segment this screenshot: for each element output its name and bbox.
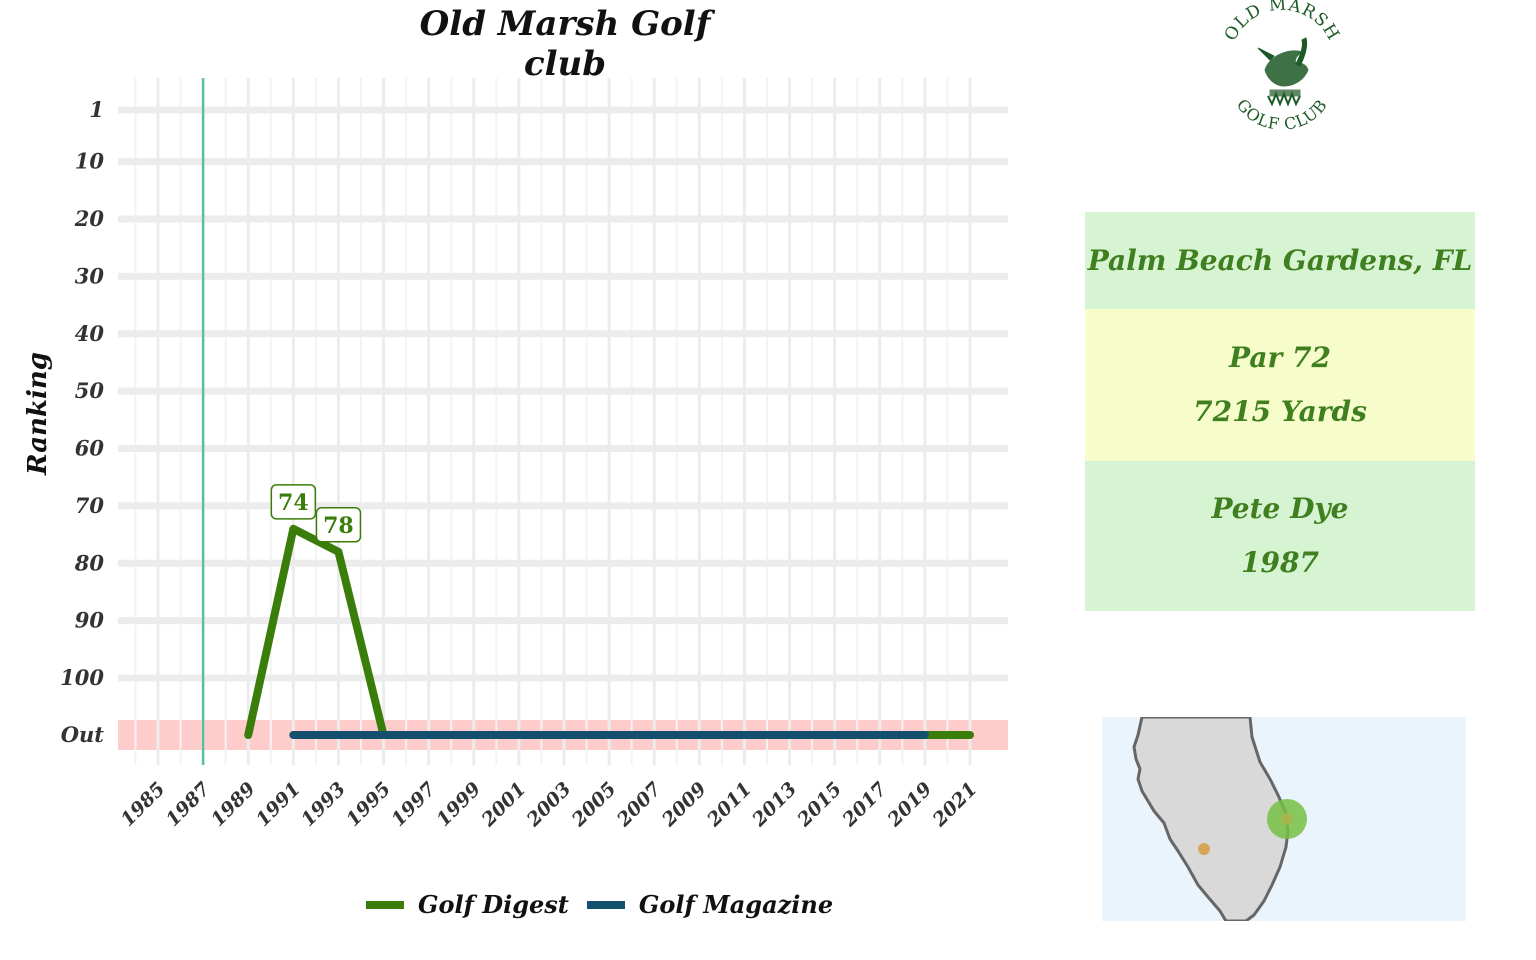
y-tick-label: 1 [89, 97, 104, 122]
opened-year-text: 1987 [1241, 546, 1319, 579]
y-tick-label: Out [61, 722, 105, 747]
x-tick-label: 2015 [793, 778, 847, 832]
course-stats-row: Par 72 7215 Yards [1085, 309, 1475, 461]
y-tick-label: 50 [75, 378, 105, 403]
legend-swatch-golf-magazine [586, 900, 625, 909]
x-tick-label: 1995 [342, 778, 395, 831]
x-tick-label: 1985 [117, 778, 170, 831]
x-tick-label: 2013 [747, 778, 801, 832]
x-tick-label: 1987 [162, 778, 215, 831]
y-tick-label: 100 [60, 665, 104, 690]
legend-label-golf-digest: Golf Digest [418, 890, 569, 919]
y-tick-label: 30 [75, 263, 105, 288]
chart-legend: Golf Digest Golf Magazine [366, 890, 851, 919]
old-marsh-marker-dot [1281, 813, 1293, 825]
y-tick-label: 20 [74, 206, 105, 231]
x-tick-label: 2017 [838, 778, 892, 832]
x-tick-label: 1989 [207, 778, 260, 831]
x-tick-label: 2007 [612, 778, 666, 832]
yards-text: 7215 Yards [1193, 395, 1367, 428]
legend-item-golf-digest: Golf Digest [366, 890, 569, 919]
y-tick-label: 40 [75, 321, 105, 346]
x-tick-label: 1999 [432, 778, 485, 831]
legend-item-golf-magazine: Golf Magazine [586, 890, 834, 919]
florida-landmass [1132, 717, 1290, 921]
chart-title: Old Marsh Golf club [419, 4, 711, 84]
par-text: Par 72 [1229, 341, 1331, 374]
x-tick-label: 1993 [297, 778, 350, 831]
designer-row: Pete Dye 1987 [1085, 461, 1475, 611]
x-tick-label: 2001 [477, 778, 531, 832]
y-tick-label: 70 [75, 493, 105, 518]
other-course-marker [1198, 843, 1210, 855]
x-tick-label: 2009 [657, 778, 711, 832]
location-row: Palm Beach Gardens, FL [1085, 212, 1475, 309]
y-tick-label: 10 [75, 149, 105, 174]
x-tick-label: 1991 [252, 778, 305, 831]
ranking-chart: 1985198719891991199319951997199920012003… [60, 78, 1008, 832]
x-tick-label: 2003 [522, 778, 576, 832]
x-tick-label: 2019 [883, 778, 937, 832]
course-info-panel: Palm Beach Gardens, FL Par 72 7215 Yards… [1085, 212, 1475, 611]
location-text: Palm Beach Gardens, FL [1087, 243, 1473, 277]
y-tick-label: 60 [75, 436, 105, 461]
legend-swatch-golf-digest [366, 900, 404, 909]
x-tick-label: 2011 [702, 778, 756, 832]
y-axis-title: Ranking [23, 352, 53, 475]
data-label-box [270, 484, 317, 520]
x-tick-label: 2005 [567, 778, 621, 832]
y-tick-label: 90 [75, 608, 105, 633]
florida-locator-map [1102, 717, 1466, 921]
x-tick-label: 2021 [928, 778, 982, 832]
data-label: 78 [323, 513, 354, 539]
old-marsh-logo: OLD MARSH GOLF CLUB [1221, 0, 1344, 134]
data-label-box [315, 507, 362, 543]
svg-text:OLD MARSH: OLD MARSH [1221, 0, 1344, 44]
x-tick-label: 1997 [387, 778, 440, 831]
legend-label-golf-magazine: Golf Magazine [638, 890, 834, 919]
data-label: 74 [278, 490, 309, 516]
y-tick-label: 80 [74, 550, 105, 575]
designer-text: Pete Dye [1211, 492, 1349, 525]
